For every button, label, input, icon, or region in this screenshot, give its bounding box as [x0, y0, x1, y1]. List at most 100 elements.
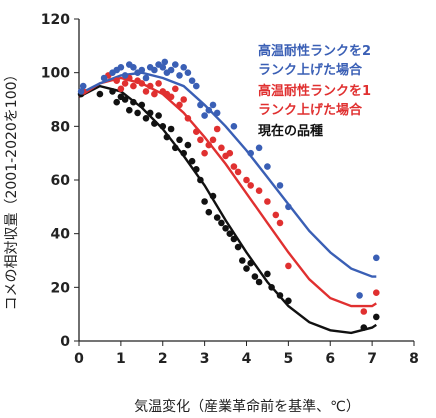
point-series-2	[121, 96, 129, 103]
point-series-1	[117, 85, 125, 93]
point-series-0	[172, 61, 179, 68]
point-series-2	[155, 112, 162, 119]
point-series-2	[96, 90, 104, 98]
point-series-0	[121, 72, 129, 79]
point-series-2	[138, 101, 146, 109]
point-series-2	[151, 120, 158, 127]
point-series-2	[230, 235, 238, 243]
point-series-2	[126, 106, 133, 114]
point-series-1	[213, 125, 221, 133]
point-series-1	[172, 85, 179, 93]
point-series-1	[276, 219, 284, 227]
point-series-2	[251, 273, 259, 280]
point-series-2	[201, 198, 208, 205]
point-series-2	[218, 219, 225, 227]
point-series-2	[276, 292, 284, 299]
point-series-1	[360, 308, 368, 315]
point-series-0	[151, 66, 158, 74]
point-series-2	[159, 123, 167, 130]
point-series-0	[180, 64, 187, 71]
point-series-1	[193, 128, 200, 135]
y-tick-label: 40	[51, 227, 71, 243]
point-series-2	[239, 257, 246, 264]
point-series-2	[113, 98, 120, 106]
x-axis-ticks: 0 1 2 3 4 5 6 7 8	[74, 341, 419, 367]
point-series-1	[230, 163, 238, 170]
point-series-0	[255, 144, 263, 152]
point-series-2	[188, 157, 196, 165]
point-series-1	[264, 198, 271, 205]
point-series-2	[222, 225, 229, 232]
point-series-1	[234, 168, 242, 176]
point-series-0	[159, 64, 167, 71]
x-tick-label: 1	[116, 351, 126, 367]
y-tick-label: 60	[51, 173, 71, 189]
point-series-0	[285, 203, 292, 211]
point-series-0	[201, 112, 208, 119]
point-series-2	[247, 259, 254, 267]
point-series-0	[205, 106, 213, 114]
point-series-0	[142, 74, 150, 82]
point-series-2	[360, 324, 368, 331]
y-axis-ticks: 0 20 40 60 80 100 120	[41, 12, 79, 350]
legend-entry-0-line: ランク上げた場合	[258, 62, 363, 78]
point-series-2	[163, 133, 171, 141]
y-axis-title: コメの相対収量（2001-2020を100）	[4, 67, 20, 310]
legend-entry-0-line: 高温耐性ランクを2	[258, 43, 371, 59]
point-series-0	[138, 66, 146, 74]
point-series-1	[285, 262, 292, 270]
point-series-0	[264, 163, 271, 170]
point-series-2	[213, 214, 221, 221]
point-series-1	[205, 141, 213, 149]
point-series-2	[109, 88, 116, 95]
x-axis-title: 気温変化（産業革命前を基準、℃）	[134, 398, 360, 415]
point-series-2	[285, 297, 292, 305]
legend-entry-2: 現在の品種	[258, 123, 323, 139]
legend-entry-1: 高温耐性ランクを1 ランク上げた場合	[258, 83, 371, 118]
point-series-2	[255, 278, 263, 286]
point-series-0	[161, 58, 169, 66]
point-series-1	[272, 211, 280, 219]
point-series-0	[117, 64, 125, 71]
point-series-1	[226, 149, 234, 157]
x-tick-label: 0	[74, 351, 84, 367]
x-tick-label: 7	[367, 351, 377, 367]
point-series-1	[373, 289, 380, 297]
y-tick-label: 0	[60, 334, 70, 350]
point-series-2	[146, 109, 154, 117]
point-series-0	[184, 69, 192, 76]
point-series-2	[167, 125, 175, 133]
point-series-2	[180, 149, 187, 157]
fitted-curves	[78, 71, 377, 335]
point-series-0	[193, 82, 200, 90]
y-tick-label: 20	[51, 280, 71, 296]
point-series-1	[142, 88, 150, 95]
y-tick-label: 120	[41, 12, 70, 28]
point-series-2	[193, 166, 200, 173]
point-series-0	[188, 77, 196, 84]
point-series-1	[209, 136, 217, 144]
data-points	[77, 58, 380, 331]
y-tick-label: 80	[51, 119, 71, 135]
point-series-2	[134, 109, 141, 117]
point-series-2	[268, 284, 275, 291]
point-series-1	[218, 144, 225, 152]
point-series-2	[373, 313, 380, 321]
x-tick-label: 8	[409, 351, 419, 367]
legend-entry-0: 高温耐性ランクを2 ランク上げた場合	[258, 43, 371, 78]
point-series-1	[243, 176, 250, 184]
point-series-2	[209, 192, 217, 200]
curve-series-1	[78, 76, 377, 308]
point-series-1	[167, 93, 175, 101]
point-series-2	[184, 141, 192, 149]
point-series-1	[201, 149, 208, 157]
x-tick-label: 5	[284, 351, 294, 367]
point-series-1	[138, 80, 146, 87]
point-series-0	[100, 74, 108, 82]
point-series-0	[77, 88, 85, 95]
point-series-0	[176, 72, 183, 79]
point-series-2	[130, 98, 137, 106]
legend-entry-1-line: 高温耐性ランクを1	[258, 83, 371, 99]
